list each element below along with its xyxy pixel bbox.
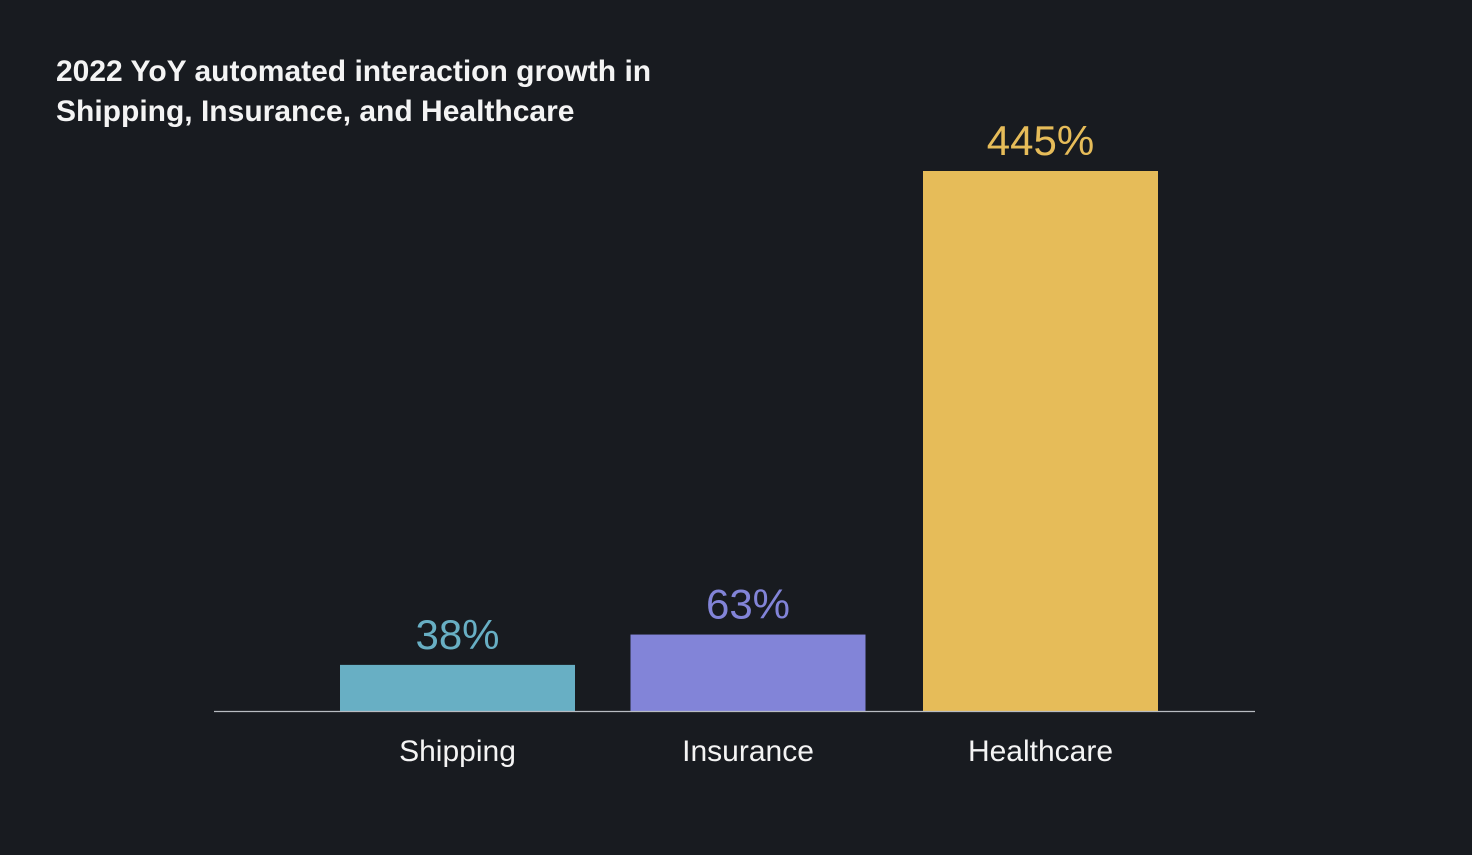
bar-insurance xyxy=(630,634,866,711)
bars-group xyxy=(340,171,1158,711)
category-label-shipping: Shipping xyxy=(399,735,516,768)
chart-title: 2022 YoY automated interaction growth in… xyxy=(56,52,756,132)
category-label-healthcare: Healthcare xyxy=(968,735,1113,768)
chart-title-line-2: Shipping, Insurance, and Healthcare xyxy=(56,95,575,128)
category-labels-group: Shipping Insurance Healthcare xyxy=(399,735,1113,768)
value-label-shipping: 38% xyxy=(415,611,499,658)
bar-shipping xyxy=(340,664,575,711)
category-label-insurance: Insurance xyxy=(682,735,814,768)
value-label-healthcare: 445% xyxy=(987,117,1094,164)
value-labels-group: 38% 63% 445% xyxy=(415,117,1094,658)
bar-healthcare xyxy=(923,171,1158,711)
value-label-insurance: 63% xyxy=(706,581,790,628)
chart-title-line-1: 2022 YoY automated interaction growth in xyxy=(56,55,652,88)
